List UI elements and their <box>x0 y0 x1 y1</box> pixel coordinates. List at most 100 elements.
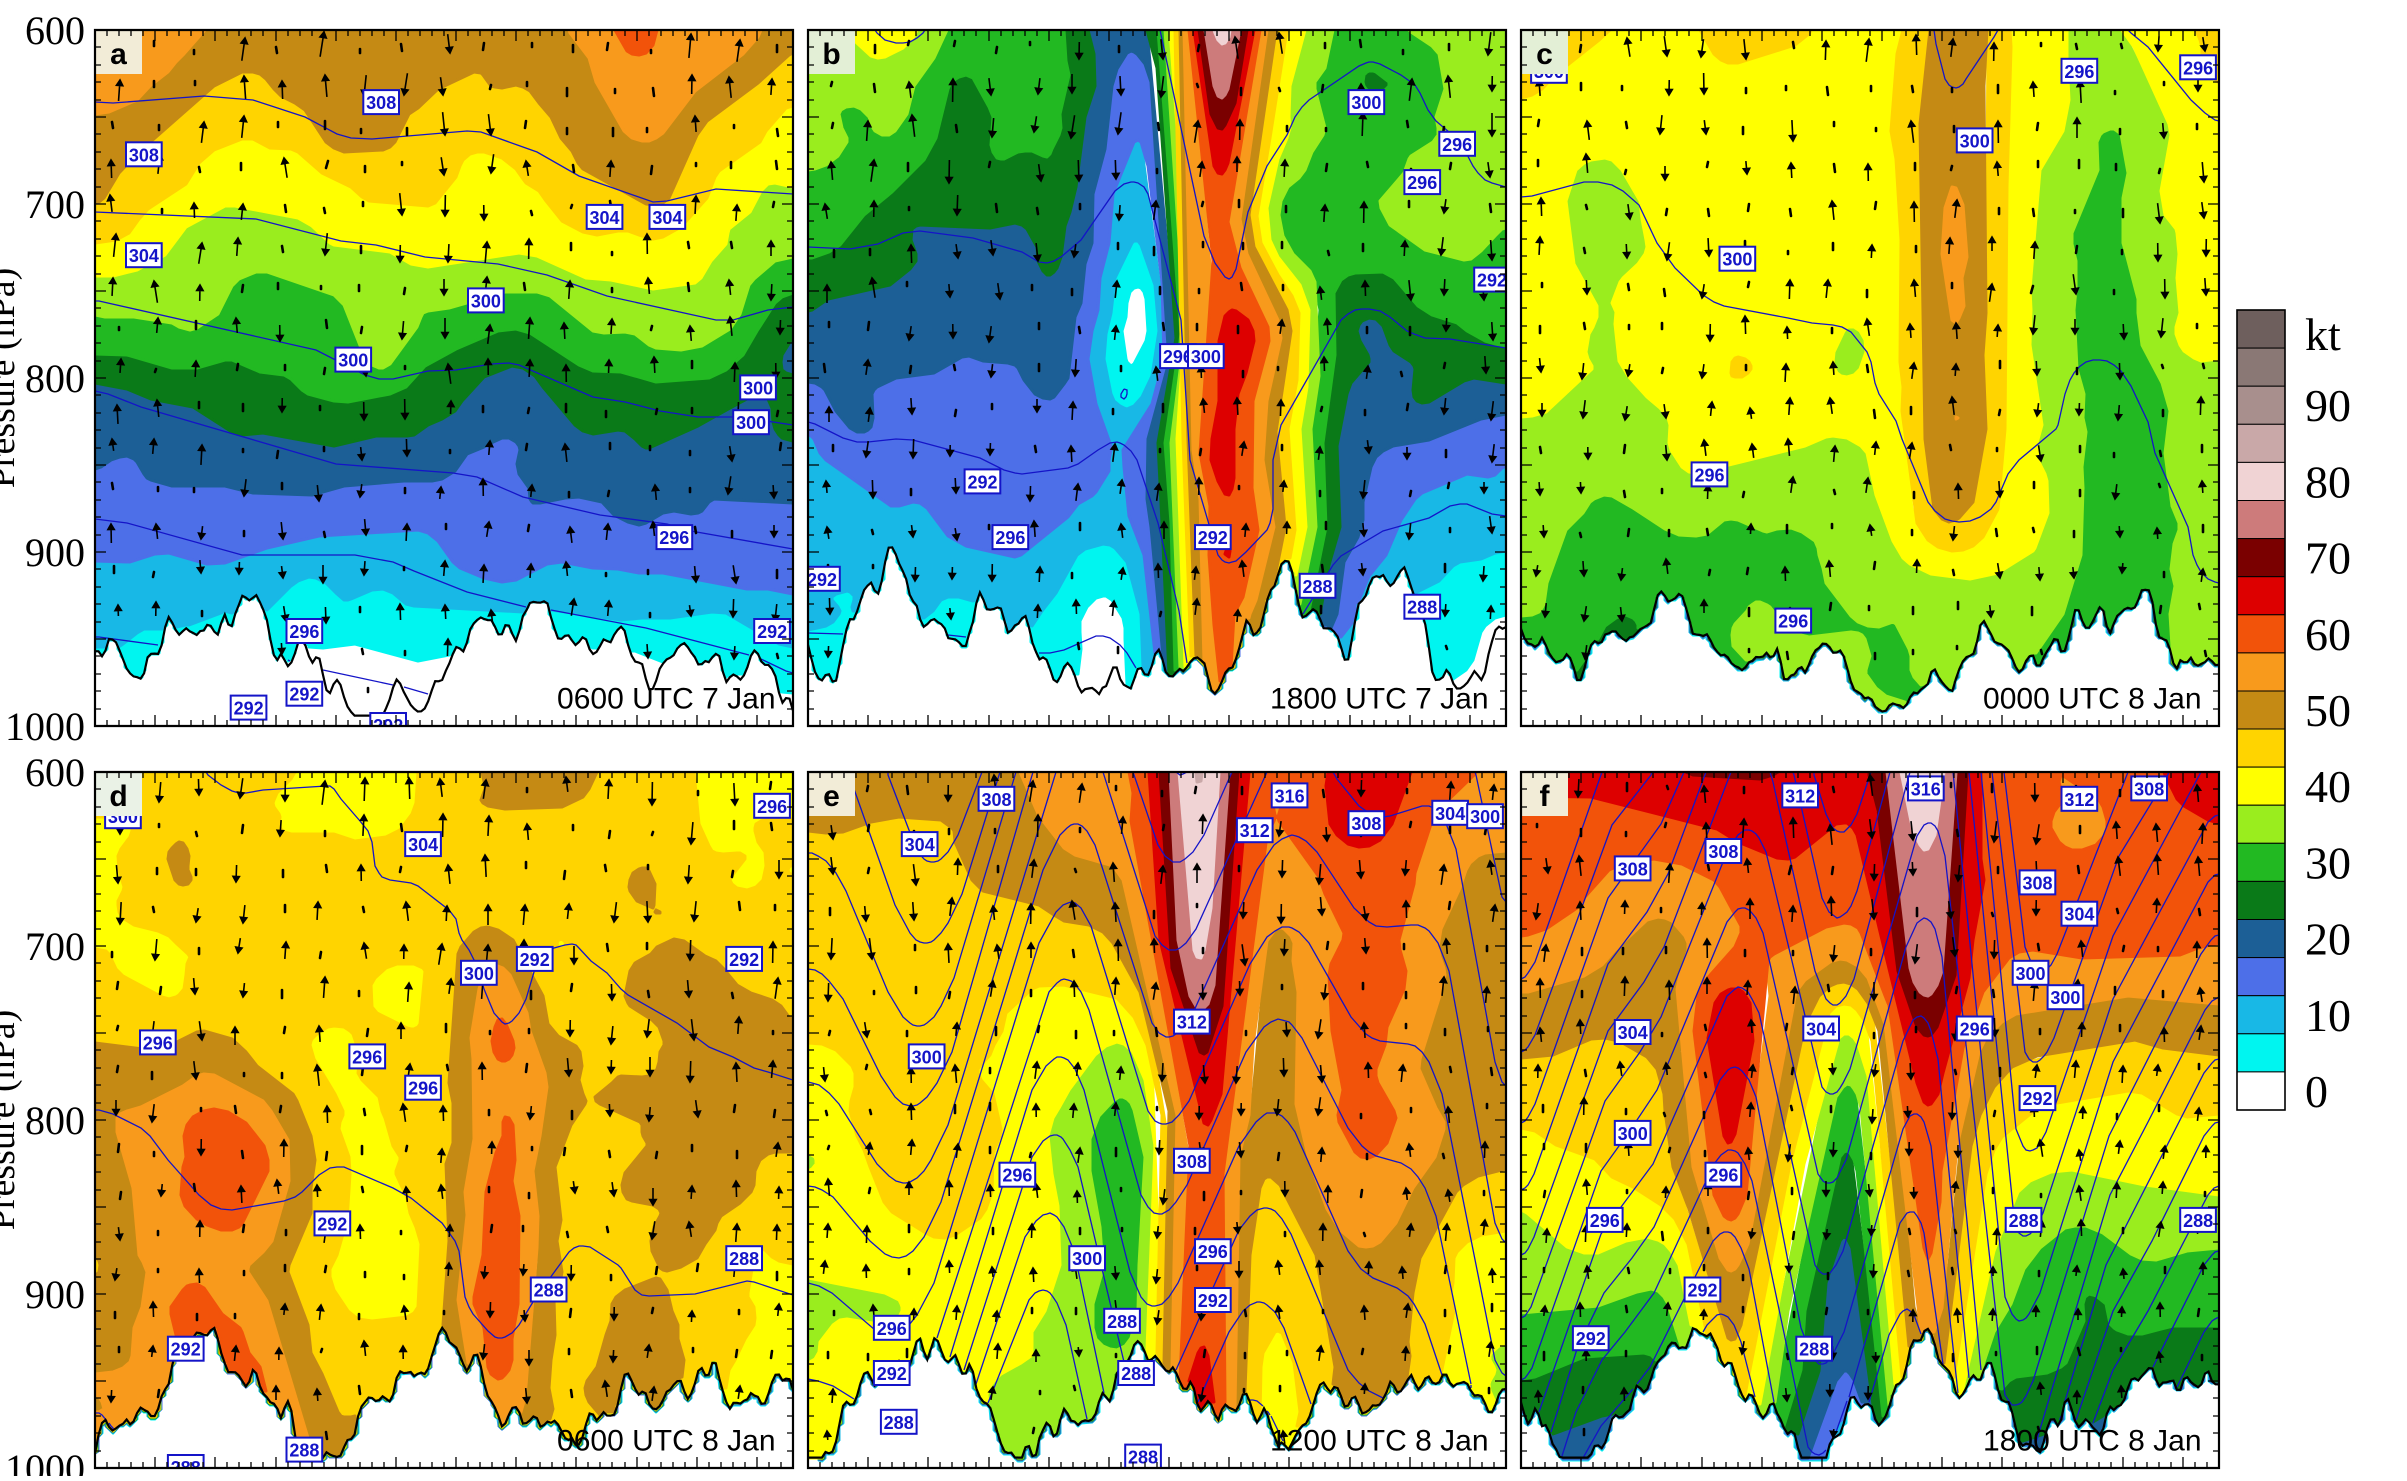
svg-text:288: 288 <box>884 1413 914 1433</box>
svg-text:296: 296 <box>2183 58 2213 78</box>
svg-text:296: 296 <box>1778 612 1808 632</box>
svg-text:300: 300 <box>1072 1249 1102 1269</box>
svg-text:1200 UTC 8 Jan: 1200 UTC 8 Jan <box>1270 1425 1488 1458</box>
svg-text:304: 304 <box>2064 905 2094 925</box>
svg-text:50: 50 <box>2305 685 2351 736</box>
svg-text:296: 296 <box>352 1047 382 1067</box>
svg-text:70: 70 <box>2305 533 2351 584</box>
svg-text:292: 292 <box>1687 1281 1717 1301</box>
svg-text:308: 308 <box>981 790 1011 810</box>
svg-text:304: 304 <box>905 835 935 855</box>
svg-text:308: 308 <box>2134 779 2164 799</box>
svg-text:c: c <box>1536 38 1553 71</box>
svg-text:300: 300 <box>2015 964 2045 984</box>
svg-text:304: 304 <box>1435 804 1465 824</box>
svg-text:312: 312 <box>1785 786 1815 806</box>
svg-text:296: 296 <box>1407 173 1437 193</box>
svg-text:312: 312 <box>1240 821 1270 841</box>
svg-text:80: 80 <box>2305 456 2351 507</box>
svg-text:292: 292 <box>2022 1089 2052 1109</box>
svg-text:800: 800 <box>25 356 85 401</box>
svg-text:308: 308 <box>129 145 159 165</box>
svg-text:296: 296 <box>408 1079 438 1099</box>
svg-text:1800 UTC 8 Jan: 1800 UTC 8 Jan <box>1983 1425 2201 1458</box>
svg-text:312: 312 <box>2064 790 2094 810</box>
svg-text:a: a <box>110 38 127 71</box>
svg-text:20: 20 <box>2305 914 2351 965</box>
svg-text:300: 300 <box>1722 250 1752 270</box>
svg-text:296: 296 <box>2064 62 2094 82</box>
svg-text:316: 316 <box>1275 786 1305 806</box>
svg-text:300: 300 <box>2050 988 2080 1008</box>
svg-text:300: 300 <box>1351 93 1381 113</box>
svg-text:300: 300 <box>464 964 494 984</box>
svg-text:308: 308 <box>1618 859 1648 879</box>
svg-text:304: 304 <box>652 208 682 228</box>
svg-text:308: 308 <box>1177 1152 1207 1172</box>
svg-text:kt: kt <box>2305 309 2341 360</box>
svg-text:296: 296 <box>1708 1166 1738 1186</box>
svg-text:f: f <box>1540 780 1551 813</box>
svg-text:288: 288 <box>1302 577 1332 597</box>
svg-text:b: b <box>822 38 840 71</box>
svg-text:296: 296 <box>289 622 319 642</box>
svg-text:288: 288 <box>289 1441 319 1461</box>
svg-text:292: 292 <box>967 472 997 492</box>
svg-text:304: 304 <box>589 208 619 228</box>
svg-text:292: 292 <box>1198 528 1228 548</box>
svg-text:300: 300 <box>1470 807 1500 827</box>
svg-text:900: 900 <box>25 1272 85 1317</box>
svg-text:288: 288 <box>2183 1211 2213 1231</box>
svg-text:30: 30 <box>2305 837 2351 888</box>
svg-text:288: 288 <box>534 1281 564 1301</box>
svg-text:0000 UTC 8 Jan: 0000 UTC 8 Jan <box>1983 683 2201 716</box>
svg-text:292: 292 <box>171 1340 201 1360</box>
svg-text:288: 288 <box>729 1249 759 1269</box>
svg-text:304: 304 <box>129 246 159 266</box>
svg-text:304: 304 <box>1618 1023 1648 1043</box>
svg-text:308: 308 <box>366 93 396 113</box>
svg-text:296: 296 <box>659 528 689 548</box>
svg-text:296: 296 <box>995 528 1025 548</box>
svg-text:40: 40 <box>2305 761 2351 812</box>
svg-text:312: 312 <box>1177 1013 1207 1033</box>
svg-text:296: 296 <box>1198 1242 1228 1262</box>
svg-text:0600 UTC 7 Jan: 0600 UTC 7 Jan <box>557 683 775 716</box>
svg-text:900: 900 <box>25 530 85 575</box>
svg-text:e: e <box>823 780 840 813</box>
svg-text:800: 800 <box>25 1098 85 1143</box>
svg-text:300: 300 <box>1191 347 1221 367</box>
svg-text:304: 304 <box>1806 1020 1836 1040</box>
svg-text:700: 700 <box>25 924 85 969</box>
svg-text:292: 292 <box>317 1214 347 1234</box>
svg-text:296: 296 <box>143 1033 173 1053</box>
svg-text:1000: 1000 <box>5 1446 85 1476</box>
svg-text:292: 292 <box>877 1364 907 1384</box>
svg-text:Pressure (hPa): Pressure (hPa) <box>0 1010 23 1231</box>
svg-text:1000: 1000 <box>5 704 85 749</box>
svg-text:600: 600 <box>25 8 85 53</box>
svg-text:296: 296 <box>1590 1211 1620 1231</box>
svg-text:300: 300 <box>912 1047 942 1067</box>
svg-text:300: 300 <box>1618 1124 1648 1144</box>
svg-text:288: 288 <box>1799 1340 1829 1360</box>
svg-text:300: 300 <box>1960 131 1990 151</box>
svg-text:316: 316 <box>1911 779 1941 799</box>
svg-text:296: 296 <box>1442 135 1472 155</box>
svg-text:1800 UTC 7 Jan: 1800 UTC 7 Jan <box>1270 683 1488 716</box>
svg-text:288: 288 <box>1107 1312 1137 1332</box>
svg-text:308: 308 <box>1708 842 1738 862</box>
svg-text:Pressure (hPa): Pressure (hPa) <box>0 268 23 489</box>
svg-text:90: 90 <box>2305 380 2351 431</box>
svg-text:296: 296 <box>1694 465 1724 485</box>
svg-text:292: 292 <box>520 950 550 970</box>
svg-text:308: 308 <box>2022 873 2052 893</box>
svg-text:296: 296 <box>1960 1020 1990 1040</box>
svg-text:60: 60 <box>2305 609 2351 660</box>
svg-text:600: 600 <box>25 750 85 795</box>
svg-text:0: 0 <box>2305 1066 2328 1117</box>
svg-text:10: 10 <box>2305 990 2351 1041</box>
svg-text:292: 292 <box>234 699 264 719</box>
svg-text:d: d <box>109 780 127 813</box>
svg-text:292: 292 <box>729 950 759 970</box>
